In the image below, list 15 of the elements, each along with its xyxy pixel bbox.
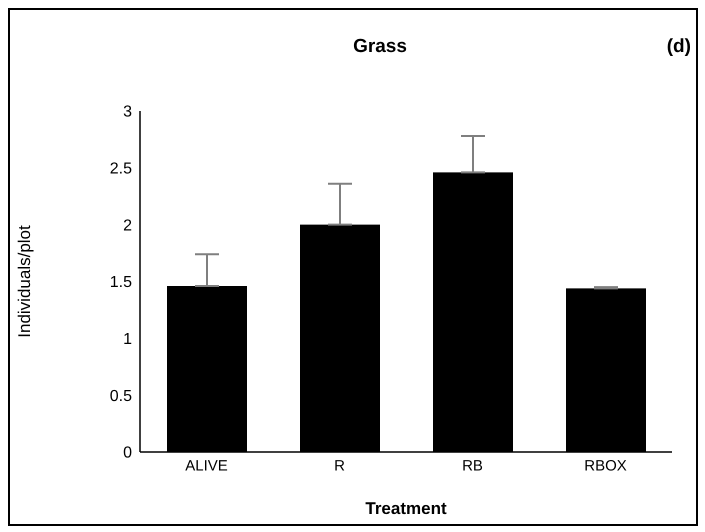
x-tick-label: RB (462, 458, 483, 475)
y-tick-label: 1 (123, 331, 132, 348)
chart-title: Grass (352, 36, 408, 58)
y-axis-title: Individuals/plot (15, 225, 34, 338)
y-tick-label: 1.5 (110, 274, 132, 292)
x-tick-label: ALIVE (185, 458, 228, 475)
y-tick-label: 2 (123, 217, 132, 234)
y-tick-label: 2.5 (110, 160, 132, 178)
x-tick-label: R (334, 458, 346, 475)
x-axis-title: Treatment (365, 499, 447, 518)
x-tick-label: RBOX (584, 458, 627, 475)
y-tick-label: 0 (123, 444, 132, 462)
text: (d) (666, 36, 691, 58)
y-tick-label: 3 (123, 104, 132, 121)
y-tick-label: 0.5 (110, 388, 132, 405)
